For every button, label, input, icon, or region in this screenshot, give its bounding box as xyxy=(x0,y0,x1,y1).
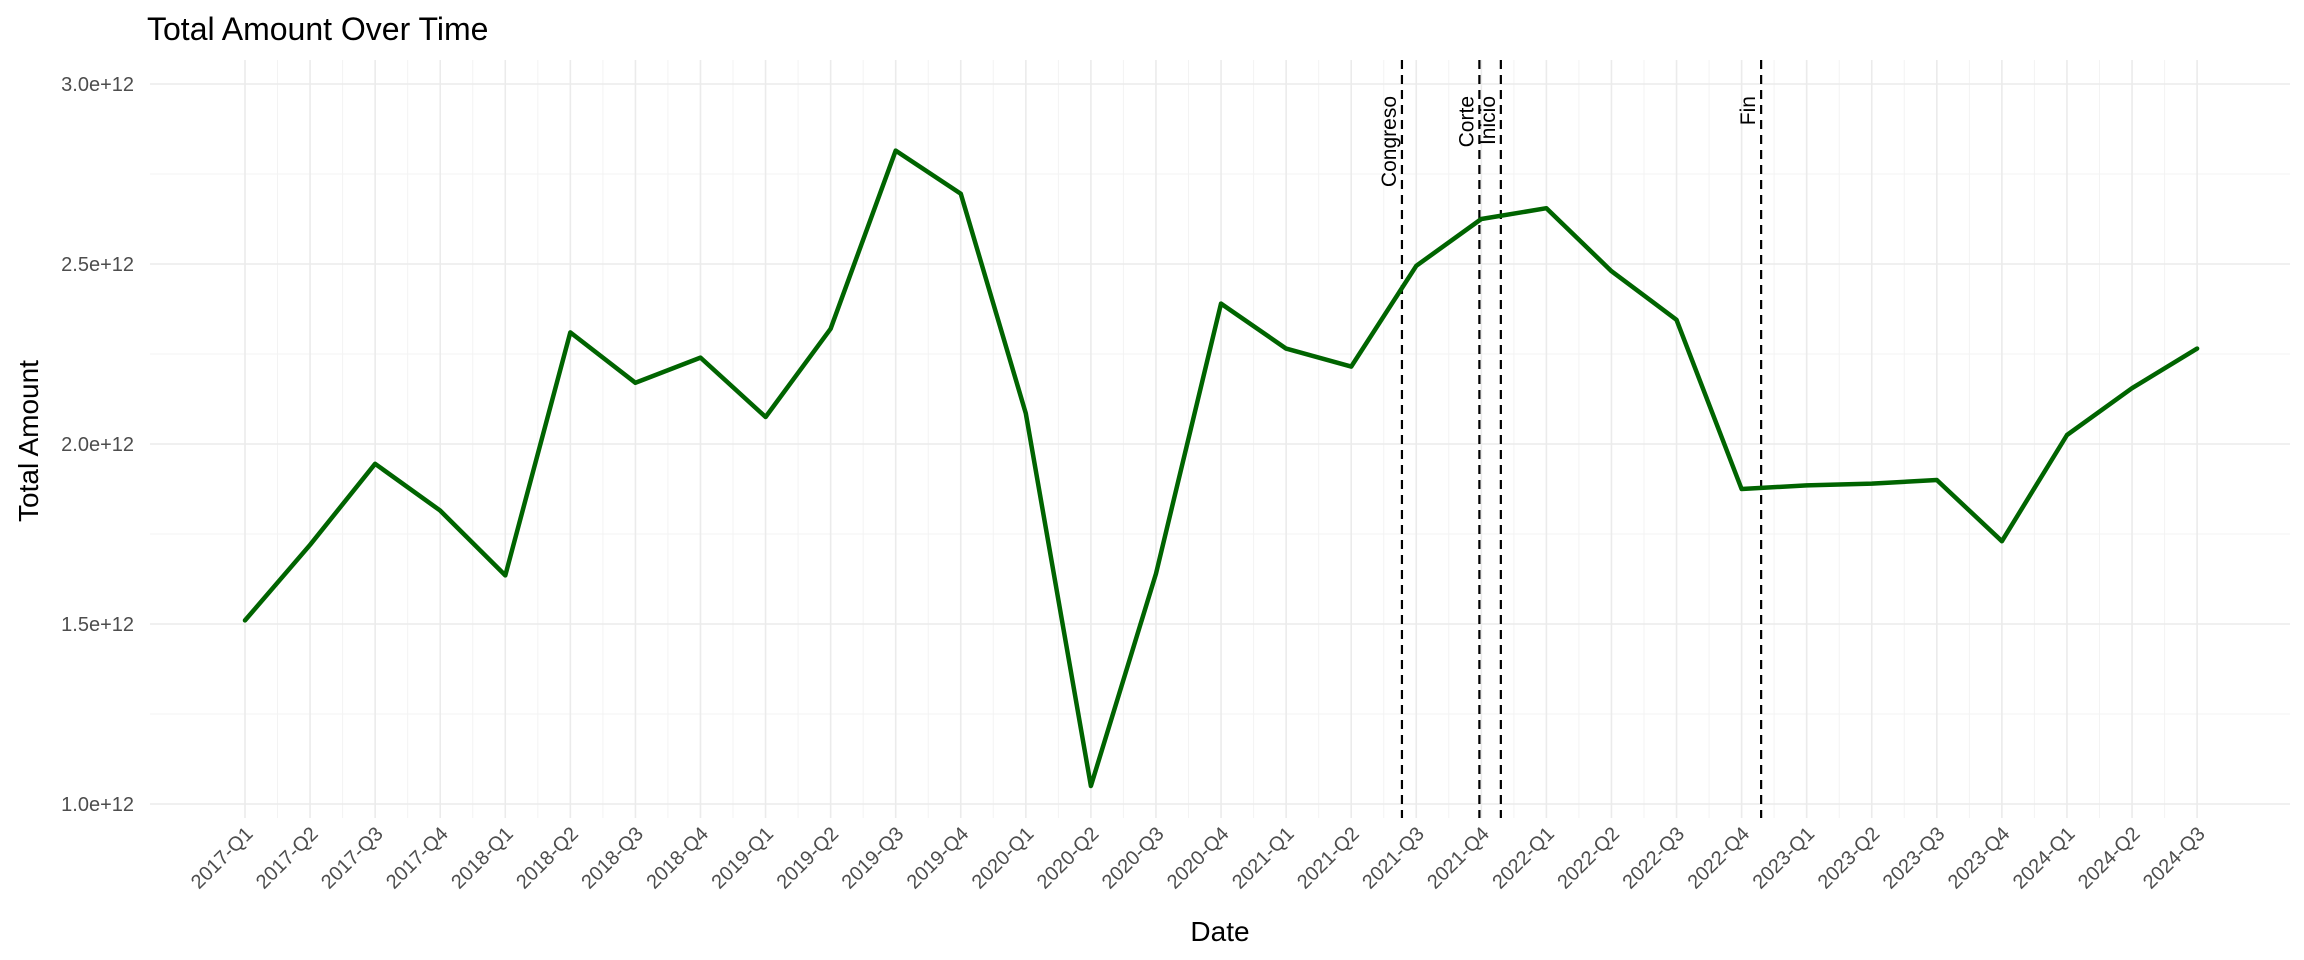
x-tick-label: 2021-Q3 xyxy=(1358,823,1429,894)
x-tick-label: 2019-Q1 xyxy=(707,823,778,894)
x-tick-label: 2019-Q4 xyxy=(903,823,974,894)
x-tick-label: 2022-Q4 xyxy=(1684,823,1755,894)
reference-line-label: Corte xyxy=(1455,96,1478,147)
x-tick-label: 2020-Q1 xyxy=(968,823,1039,894)
x-tick-label: 2024-Q2 xyxy=(2074,823,2145,894)
x-tick-label: 2018-Q4 xyxy=(642,823,713,894)
x-tick-label: 2020-Q2 xyxy=(1033,823,1104,894)
x-tick-label: 2017-Q2 xyxy=(252,823,323,894)
x-tick-label: 2024-Q1 xyxy=(2009,823,2080,894)
x-tick-label: 2018-Q2 xyxy=(512,823,583,894)
x-tick-label: 2022-Q2 xyxy=(1553,823,1624,894)
y-tick-label: 1.5e+12 xyxy=(61,614,134,636)
x-tick-label: 2017-Q3 xyxy=(317,823,388,894)
x-axis-title: Date xyxy=(1190,916,1249,947)
x-tick-label: 2021-Q1 xyxy=(1228,823,1299,894)
x-axis-ticks: 2017-Q12017-Q22017-Q32017-Q42018-Q12018-… xyxy=(187,823,2210,894)
x-tick-label: 2020-Q3 xyxy=(1098,823,1169,894)
series-line-total-amount xyxy=(242,148,2200,789)
x-tick-label: 2024-Q3 xyxy=(2139,823,2210,894)
x-tick-label: 2023-Q2 xyxy=(1814,823,1885,894)
chart-title: Total Amount Over Time xyxy=(147,11,488,47)
x-tick-label: 2017-Q1 xyxy=(187,823,258,894)
x-tick-label: 2020-Q4 xyxy=(1163,823,1234,894)
x-tick-label: 2017-Q4 xyxy=(382,823,453,894)
x-tick-label: 2022-Q1 xyxy=(1488,823,1559,894)
y-tick-label: 2.0e+12 xyxy=(61,434,134,456)
x-tick-label: 2023-Q1 xyxy=(1749,823,1820,894)
y-tick-label: 2.5e+12 xyxy=(61,254,134,276)
x-tick-label: 2023-Q4 xyxy=(1944,823,2015,894)
y-axis-ticks: 1.0e+12 1.5e+12 2.0e+12 2.5e+12 3.0e+12 xyxy=(61,74,134,816)
x-tick-label: 2018-Q1 xyxy=(447,823,518,894)
reference-line-label: Inicio xyxy=(1477,96,1500,145)
grid xyxy=(150,60,2290,818)
y-axis-title: Total Amount xyxy=(13,360,44,522)
x-tick-label: 2023-Q3 xyxy=(1879,823,1950,894)
reference-line-label: Fin xyxy=(1737,96,1760,125)
x-tick-label: 2018-Q3 xyxy=(577,823,648,894)
y-tick-label: 1.0e+12 xyxy=(61,794,134,816)
x-tick-label: 2021-Q4 xyxy=(1423,823,1494,894)
y-tick-label: 3.0e+12 xyxy=(61,74,134,96)
x-tick-label: 2021-Q2 xyxy=(1293,823,1364,894)
reference-line-label: Congreso xyxy=(1378,96,1401,187)
x-tick-label: 2022-Q3 xyxy=(1618,823,1689,894)
x-tick-label: 2019-Q3 xyxy=(838,823,909,894)
x-tick-label: 2019-Q2 xyxy=(773,823,844,894)
